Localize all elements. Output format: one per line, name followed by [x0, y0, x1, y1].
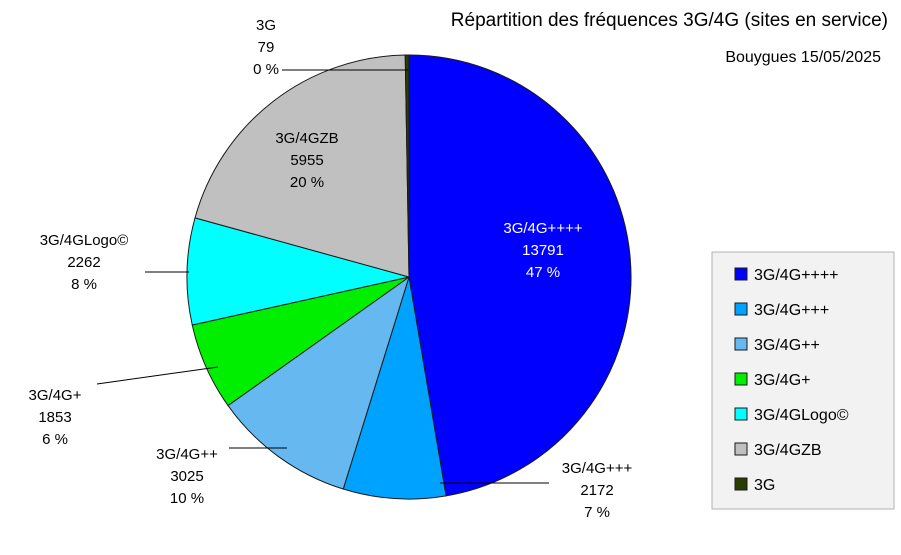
slice-label-value-3g-4glogo: 2262	[67, 254, 100, 271]
legend-label-3g-4g: 3G/4G+	[754, 372, 810, 389]
chart-title: Répartition des fréquences 3G/4G (sites …	[451, 10, 888, 31]
slice-label-percent-3g-4g: 10 %	[170, 490, 204, 507]
slice-label-value-3g-4g: 13791	[522, 242, 564, 259]
pie-slice-3g-4g	[227, 275, 410, 490]
slice-label-percent-3g: 0 %	[253, 61, 279, 78]
legend-swatch-3g-4gzb	[734, 442, 748, 456]
legend-label-3g-4gzb: 3G/4GZB	[754, 442, 822, 459]
slice-label-name-3g-4g: 3G/4G+++	[562, 460, 633, 477]
slice-label-name-3g-4g: 3G/4G++++	[503, 220, 582, 237]
legend-swatch-3g-4g	[734, 337, 748, 351]
legend: 3G/4G++++ 3G/4G+++ 3G/4G++ 3G/4G+ 3G/4GLogo©…	[711, 251, 895, 510]
slice-label-name-3g-4glogo: 3G/4GLogo©	[40, 232, 129, 249]
leader-line-3g-4g	[96, 366, 219, 385]
legend-swatch-3g-4glogo	[734, 407, 748, 421]
legend-label-3g-4glogo: 3G/4GLogo©	[754, 407, 849, 424]
slice-label-value-3g-4g: 3025	[170, 468, 203, 485]
legend-swatch-3g-4g	[734, 372, 748, 386]
chart-subtitle: Bouygues 15/05/2025	[725, 49, 881, 66]
slice-label-name-3g-4g: 3G/4G++	[156, 446, 218, 463]
legend-swatch-3g-4g	[734, 302, 748, 316]
slice-label-value-3g: 79	[258, 39, 275, 56]
pie-slice-3g-4g	[342, 276, 447, 500]
pie-slice-3g-4glogo	[186, 217, 410, 326]
slice-label-value-3g-4g: 1853	[38, 409, 71, 426]
slice-label-percent-3g-4gzb: 20 %	[290, 174, 324, 191]
slice-label-value-3g-4gzb: 5955	[290, 152, 323, 169]
slice-label-name-3g: 3G	[256, 17, 276, 34]
slice-label-value-3g-4g: 2172	[580, 482, 613, 499]
slice-label-percent-3g-4glogo: 8 %	[71, 276, 97, 293]
legend-label-3g: 3G	[754, 477, 775, 494]
slice-label-name-3g-4gzb: 3G/4GZB	[275, 130, 338, 147]
slice-label-percent-3g-4g: 6 %	[42, 431, 68, 448]
legend-swatch-3g-4g	[734, 267, 748, 281]
legend-label-3g-4g: 3G/4G++++	[754, 267, 839, 284]
slice-labels: 3G/4G++++ 13791 47 % 3G/4G+++ 2172 7 % 3G/4G++…	[29, 17, 633, 521]
slice-label-percent-3g-4g: 7 %	[584, 504, 610, 521]
pie-slice-3g	[404, 54, 410, 278]
pie-slice-3g-4g	[408, 54, 632, 497]
legend-label-3g-4g: 3G/4G++	[754, 337, 820, 354]
slice-label-name-3g-4g: 3G/4G+	[29, 387, 82, 404]
slice-label-percent-3g-4g: 47 %	[526, 264, 560, 281]
pie-slice-3g-4gzb	[194, 54, 410, 278]
pie-slices	[186, 54, 632, 500]
leader-lines	[96, 69, 549, 484]
legend-label-3g-4g: 3G/4G+++	[754, 302, 829, 319]
legend-swatch-3g	[734, 477, 748, 491]
